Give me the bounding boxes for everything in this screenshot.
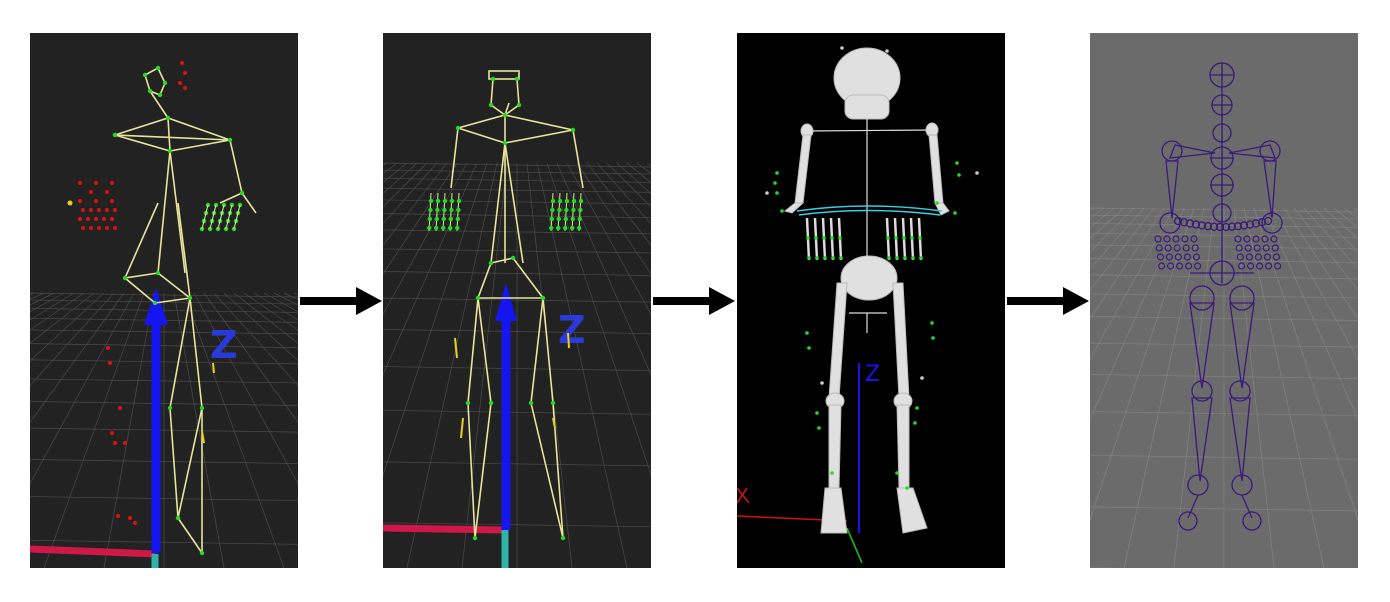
arrow-right-icon (1007, 287, 1089, 315)
panel-raw-markers: Z (30, 33, 298, 568)
hand-bones (805, 217, 923, 261)
skeleton-joints (427, 76, 584, 541)
z-axis-arrowhead (495, 283, 517, 321)
rib-band (796, 205, 943, 216)
x-axis-red (383, 524, 504, 534)
rig-waist-chain (1173, 216, 1273, 232)
skeleton-lines (114, 66, 257, 554)
arrow-right-icon (653, 287, 735, 315)
floor-grid (383, 162, 651, 568)
bones (783, 47, 950, 534)
bone-model-scene: Z (737, 33, 1005, 568)
x-axis-red (30, 545, 156, 558)
spine-lines (806, 119, 933, 333)
rig-bones (1159, 62, 1283, 531)
rig-output-scene (1090, 33, 1358, 568)
z-axis-label: Z (558, 308, 586, 352)
y-axis-green (846, 527, 863, 564)
fitted-skeleton-scene: Z (383, 33, 651, 568)
z-axis-label: Z (210, 323, 238, 367)
raw-markers-scene: Z (30, 33, 298, 568)
arrow-right-icon (300, 287, 382, 315)
rig-hands (1154, 235, 1282, 270)
panel-bone-model: Z (737, 33, 1005, 568)
panel-fitted-skeleton: Z (383, 33, 651, 568)
raw-markers (67, 61, 215, 525)
bone-markers (765, 46, 979, 490)
z-axis-label: Z (865, 362, 880, 387)
skeleton-joints (112, 65, 245, 556)
pelvis (840, 255, 898, 301)
panel-rig-output (1090, 33, 1358, 568)
z-axis-arrowhead (144, 288, 168, 325)
marker-pairs (454, 332, 570, 439)
